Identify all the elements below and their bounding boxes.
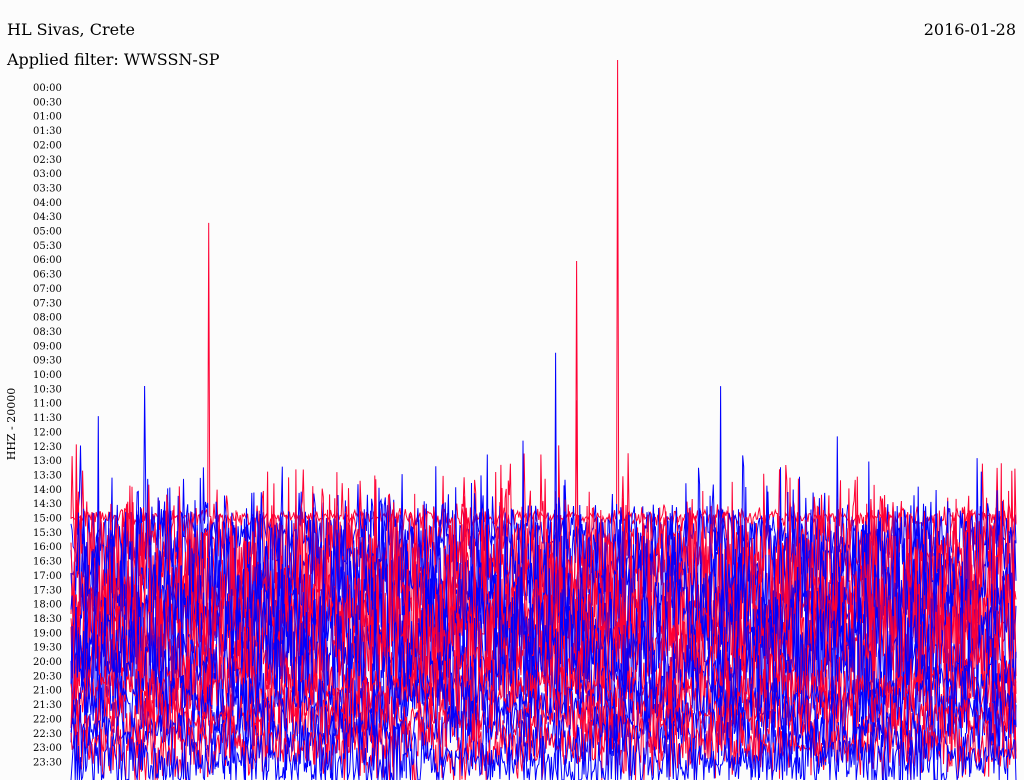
tick-label-0500: 05:00 xyxy=(33,227,62,238)
tick-label-1200: 12:00 xyxy=(33,427,62,438)
tick-label-2100: 21:00 xyxy=(33,686,62,697)
tick-label-0030: 00:30 xyxy=(33,97,62,108)
tick-label-0400: 04:00 xyxy=(33,198,62,209)
trace-2330 xyxy=(70,681,1017,780)
tick-label-0330: 03:30 xyxy=(33,183,62,194)
time-tick-labels: 00:00 00:30 01:00 01:30 02:00 02:30 03:00 03:30… xyxy=(33,83,62,768)
tick-label-0130: 01:30 xyxy=(33,126,62,137)
tick-label-1600: 16:00 xyxy=(33,542,62,553)
tick-label-0530: 05:30 xyxy=(33,241,62,252)
tick-label-1830: 18:30 xyxy=(33,614,62,625)
trace-2130 xyxy=(70,638,1017,780)
tick-label-0800: 08:00 xyxy=(33,313,62,324)
tick-label-0730: 07:30 xyxy=(33,298,62,309)
seismogram-traces xyxy=(70,59,1017,780)
tick-label-1930: 19:30 xyxy=(33,643,62,654)
tick-label-0700: 07:00 xyxy=(33,284,62,295)
tick-label-2300: 23:00 xyxy=(33,743,62,754)
trace-1830 xyxy=(70,455,1017,780)
station-title: HL Sivas, Crete xyxy=(7,20,135,39)
tick-label-1800: 18:00 xyxy=(33,600,62,611)
date-label: 2016-01-28 xyxy=(923,20,1016,39)
tick-label-1130: 11:30 xyxy=(33,413,62,424)
tick-label-1100: 11:00 xyxy=(33,399,62,410)
tick-label-1030: 10:30 xyxy=(33,384,62,395)
tick-label-2330: 23:30 xyxy=(33,757,62,768)
tick-label-0930: 09:30 xyxy=(33,356,62,367)
tick-label-2200: 22:00 xyxy=(33,714,62,725)
tick-label-2000: 20:00 xyxy=(33,657,62,668)
tick-label-0100: 01:00 xyxy=(33,112,62,123)
tick-label-1330: 13:30 xyxy=(33,470,62,481)
tick-label-1700: 17:00 xyxy=(33,571,62,582)
tick-label-1500: 15:00 xyxy=(33,514,62,525)
tick-label-0430: 04:30 xyxy=(33,212,62,223)
tick-label-1730: 17:30 xyxy=(33,585,62,596)
tick-label-1230: 12:30 xyxy=(33,442,62,453)
tick-label-0900: 09:00 xyxy=(33,341,62,352)
tick-label-1430: 14:30 xyxy=(33,499,62,510)
tick-label-1630: 16:30 xyxy=(33,557,62,568)
tick-label-0630: 06:30 xyxy=(33,270,62,281)
trace-2000 xyxy=(70,533,1017,767)
tick-label-0230: 02:30 xyxy=(33,155,62,166)
tick-label-0600: 06:00 xyxy=(33,255,62,266)
tick-label-1530: 15:30 xyxy=(33,528,62,539)
tick-label-1400: 14:00 xyxy=(33,485,62,496)
tick-label-1300: 13:00 xyxy=(33,456,62,467)
tick-label-0000: 00:00 xyxy=(33,83,62,94)
tick-label-2230: 22:30 xyxy=(33,729,62,740)
filter-label: Applied filter: WWSSN-SP xyxy=(7,50,220,69)
tick-label-2030: 20:30 xyxy=(33,671,62,682)
trace-1600 xyxy=(70,444,1017,728)
tick-label-0200: 02:00 xyxy=(33,140,62,151)
tick-label-1900: 19:00 xyxy=(33,628,62,639)
tick-label-2130: 21:30 xyxy=(33,700,62,711)
tick-label-0830: 08:30 xyxy=(33,327,62,338)
tick-label-1000: 10:00 xyxy=(33,370,62,381)
tick-label-0300: 03:00 xyxy=(33,169,62,180)
